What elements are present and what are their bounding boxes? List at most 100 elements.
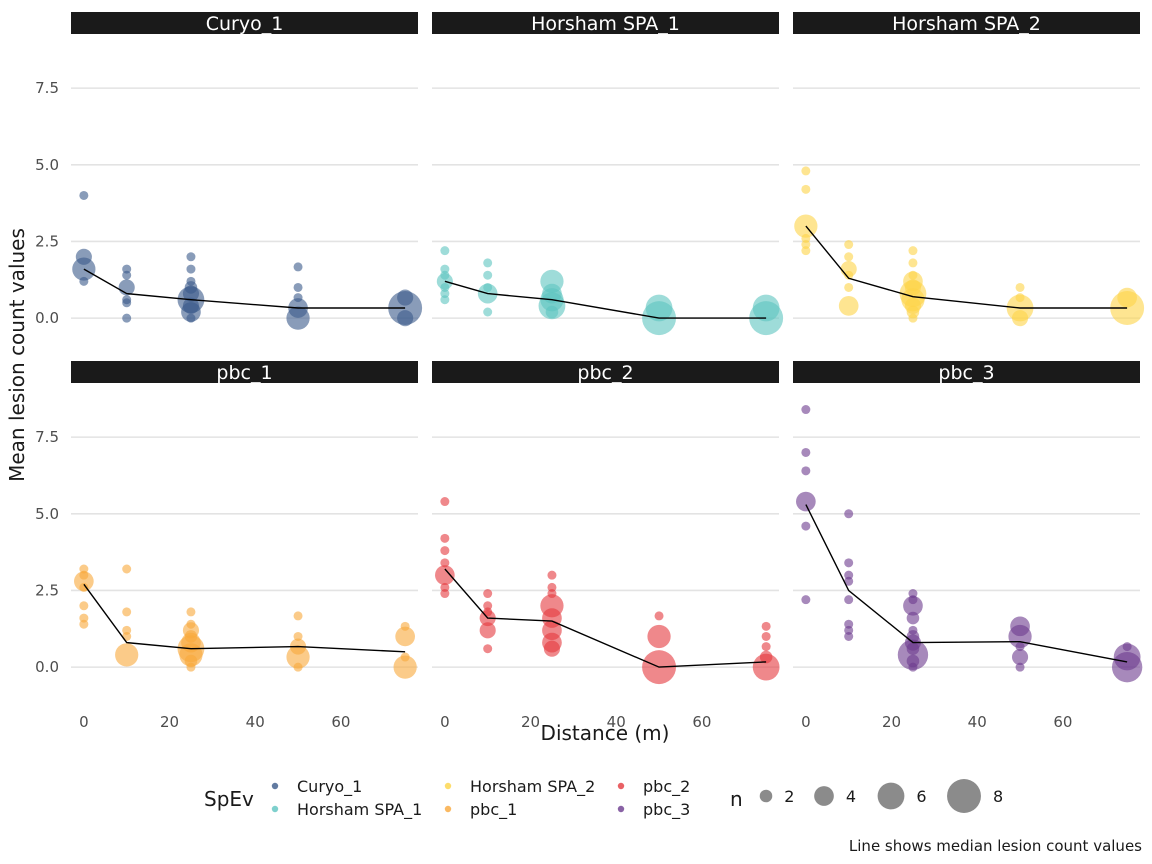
legend-size-key [814, 786, 834, 806]
data-point [435, 565, 455, 585]
y-tick-label: 5.0 [35, 156, 59, 174]
data-point [115, 643, 139, 667]
legend-label-curyo-1: Curyo_1 [297, 777, 362, 797]
chart-caption: Line shows median lesion count values [849, 837, 1142, 855]
y-tick-label: 2.5 [35, 232, 59, 250]
data-point [908, 258, 918, 268]
legend-color-title: SpEv [204, 787, 254, 811]
legend-label-pbc-2: pbc_2 [643, 777, 690, 797]
data-point [654, 611, 664, 621]
data-point [436, 273, 453, 290]
data-point [122, 298, 132, 308]
facet-title: pbc_3 [938, 362, 994, 384]
facet-panels: Curyo_1 0.0 2.5 5.0 7.5 Horsham SPA_1 Horsham … [35, 12, 1145, 731]
data-point [801, 166, 811, 176]
data-point [801, 447, 811, 457]
data-point [79, 601, 89, 611]
data-point [1015, 642, 1025, 652]
facet-panel-curyo-1: Curyo_1 0.0 2.5 5.0 7.5 [35, 12, 423, 330]
data-point [801, 466, 811, 476]
x-tick-label: 60 [1053, 713, 1072, 731]
data-point [483, 589, 493, 599]
data-point [844, 631, 854, 641]
y-tick-label: 7.5 [35, 428, 59, 446]
facet-strip [793, 12, 1140, 34]
median-line [83, 268, 406, 309]
legend-size-label: 6 [916, 787, 926, 806]
data-point [1015, 282, 1025, 292]
facet-title: Horsham SPA_2 [892, 13, 1041, 35]
x-axis-title: Distance (m) [541, 721, 670, 745]
data-point [903, 595, 923, 616]
data-point [647, 624, 671, 649]
data-point [286, 645, 310, 669]
data-point [1111, 651, 1143, 683]
data-point [1011, 648, 1029, 666]
data-point [397, 310, 414, 327]
data-point [749, 301, 784, 336]
x-tick-label: 40 [607, 713, 626, 731]
legend-size-label: 2 [784, 787, 794, 806]
facet-strip [432, 361, 779, 383]
legend-size-label: 4 [846, 787, 856, 806]
data-point [1110, 291, 1145, 325]
data-point [79, 582, 89, 592]
data-point [440, 546, 450, 556]
x-tick-label: 60 [331, 713, 350, 731]
data-point [122, 607, 132, 617]
data-point [395, 626, 415, 647]
data-point [908, 662, 918, 672]
facet-title: Curyo_1 [206, 13, 284, 35]
legend-label-horsham-spa-1: Horsham SPA_1 [297, 800, 422, 820]
legend-key-horsham-spa-1 [271, 805, 279, 813]
data-point [293, 631, 303, 641]
facet-panel-pbc-3: pbc_3 0 20 40 60 [793, 361, 1143, 731]
y-tick-label: 0.0 [35, 658, 59, 676]
y-tick-label: 5.0 [35, 505, 59, 523]
data-point [440, 497, 450, 507]
data-point [547, 570, 557, 580]
facet-strip [432, 12, 779, 34]
data-point [801, 184, 811, 194]
legend-size-key [877, 782, 905, 810]
data-point [79, 276, 89, 286]
facet-title: Horsham SPA_1 [531, 13, 680, 35]
data-point [186, 607, 196, 617]
median-line [805, 225, 1128, 309]
legend-size-key [947, 779, 981, 813]
data-point [801, 405, 811, 415]
data-point [483, 270, 493, 280]
legend-key-curyo-1 [271, 782, 279, 790]
legend-size-title: n [730, 787, 743, 811]
facet-title: pbc_2 [577, 362, 633, 384]
data-point [908, 246, 918, 256]
data-point [844, 576, 854, 586]
data-point [761, 631, 771, 641]
data-point [844, 240, 854, 250]
data-point [483, 307, 493, 317]
data-point [543, 640, 561, 657]
data-point [440, 589, 450, 599]
legend-size-label: 8 [993, 787, 1003, 806]
data-point [801, 595, 811, 605]
data-point [186, 264, 196, 274]
data-point [122, 564, 132, 574]
legend-key-pbc-1 [444, 805, 452, 813]
data-point [186, 313, 196, 323]
data-point [181, 302, 201, 322]
facet-panel-horsham-spa-2: Horsham SPA_2 [793, 12, 1145, 327]
data-point [844, 282, 854, 292]
data-point [122, 631, 132, 641]
data-point [801, 521, 811, 531]
data-point [796, 491, 816, 512]
facet-strip [793, 361, 1140, 383]
y-tick-label: 0.0 [35, 309, 59, 327]
data-point [761, 642, 771, 652]
y-axis-title: Mean lesion count values [5, 228, 29, 482]
data-point [293, 282, 303, 292]
data-point [122, 270, 132, 280]
data-point [74, 571, 94, 592]
data-point [545, 305, 559, 319]
data-point [838, 296, 859, 316]
